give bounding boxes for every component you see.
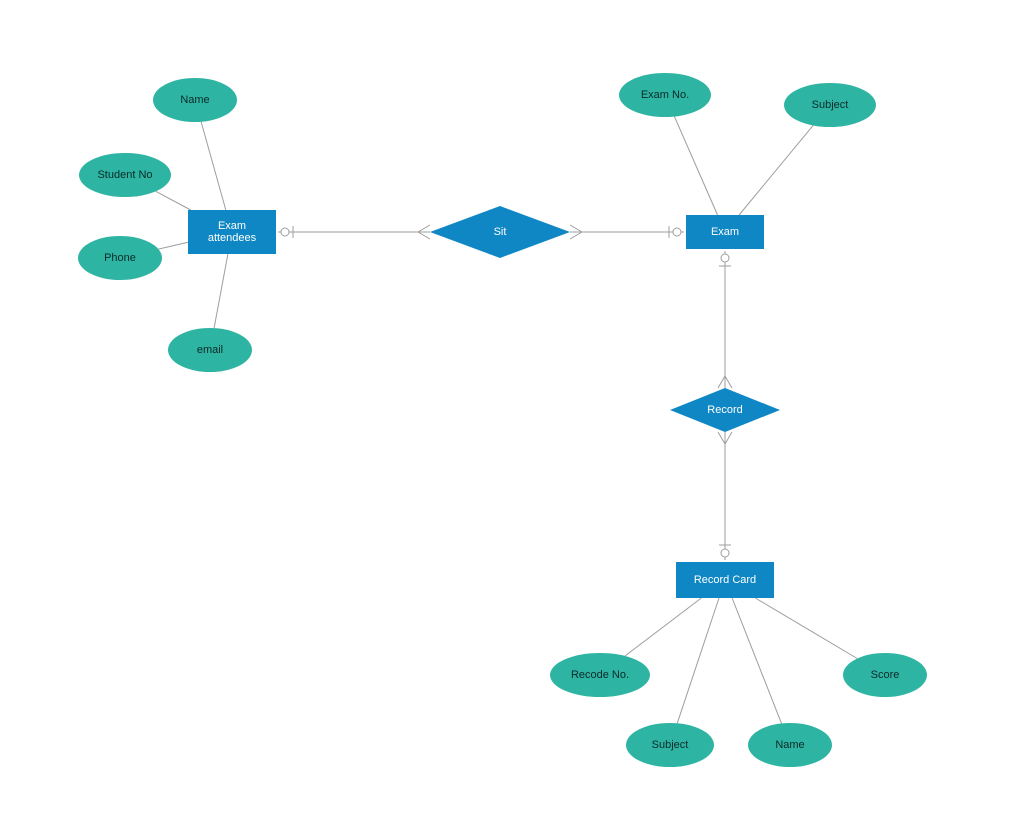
attribute-name2: Name (748, 723, 832, 767)
edge-exam_attendees-sit (278, 225, 430, 239)
entity-label-record_card: Record Card (694, 574, 756, 586)
attribute-student_no: Student No (79, 153, 171, 197)
relationship-label-record: Record (707, 404, 742, 416)
relationship-label-sit: Sit (494, 226, 507, 238)
edge-record-record_card (718, 432, 732, 560)
attr-edge-name1 (201, 122, 226, 210)
entity-label-exam: Exam (711, 226, 739, 238)
attribute-label-exam_no: Exam No. (641, 89, 689, 101)
attribute-score: Score (843, 653, 927, 697)
attribute-label-student_no: Student No (97, 169, 152, 181)
attribute-name1: Name (153, 78, 237, 122)
entity-label-exam_attendees-0: Exam (218, 220, 246, 232)
attribute-label-name1: Name (180, 94, 209, 106)
er-diagram-canvas: ExamattendeesExamRecord CardSitRecordNam… (0, 0, 1024, 816)
attr-edge-email (214, 254, 228, 328)
entity-exam_attendees: Examattendees (188, 210, 276, 254)
attribute-subject1: Subject (784, 83, 876, 127)
attr-edge-name2 (732, 598, 781, 723)
entity-label-exam_attendees-1: attendees (208, 232, 257, 244)
relationship-record: Record (670, 388, 780, 432)
edge-exam-record (718, 251, 732, 388)
attr-edge-phone (158, 242, 188, 249)
entity-record_card: Record Card (676, 562, 774, 598)
attribute-phone: Phone (78, 236, 162, 280)
attr-edge-recode_no (625, 598, 701, 656)
attr-edge-subject2 (677, 598, 719, 723)
attribute-exam_no: Exam No. (619, 73, 711, 117)
attribute-label-recode_no: Recode No. (571, 669, 629, 681)
relationship-sit: Sit (430, 206, 570, 258)
attribute-recode_no: Recode No. (550, 653, 650, 697)
attr-edge-score (755, 598, 857, 659)
attribute-label-phone: Phone (104, 252, 136, 264)
attribute-label-score: Score (871, 669, 900, 681)
attribute-label-name2: Name (775, 739, 804, 751)
attribute-label-email: email (197, 344, 223, 356)
attr-edge-student_no (156, 191, 191, 210)
attribute-subject2: Subject (626, 723, 714, 767)
attribute-label-subject1: Subject (812, 99, 849, 111)
attribute-label-subject2: Subject (652, 739, 689, 751)
entity-exam: Exam (686, 215, 764, 249)
attribute-email: email (168, 328, 252, 372)
attr-edge-subject1 (739, 125, 813, 215)
edge-sit-exam (570, 225, 684, 239)
attr-edge-exam_no (674, 117, 717, 215)
